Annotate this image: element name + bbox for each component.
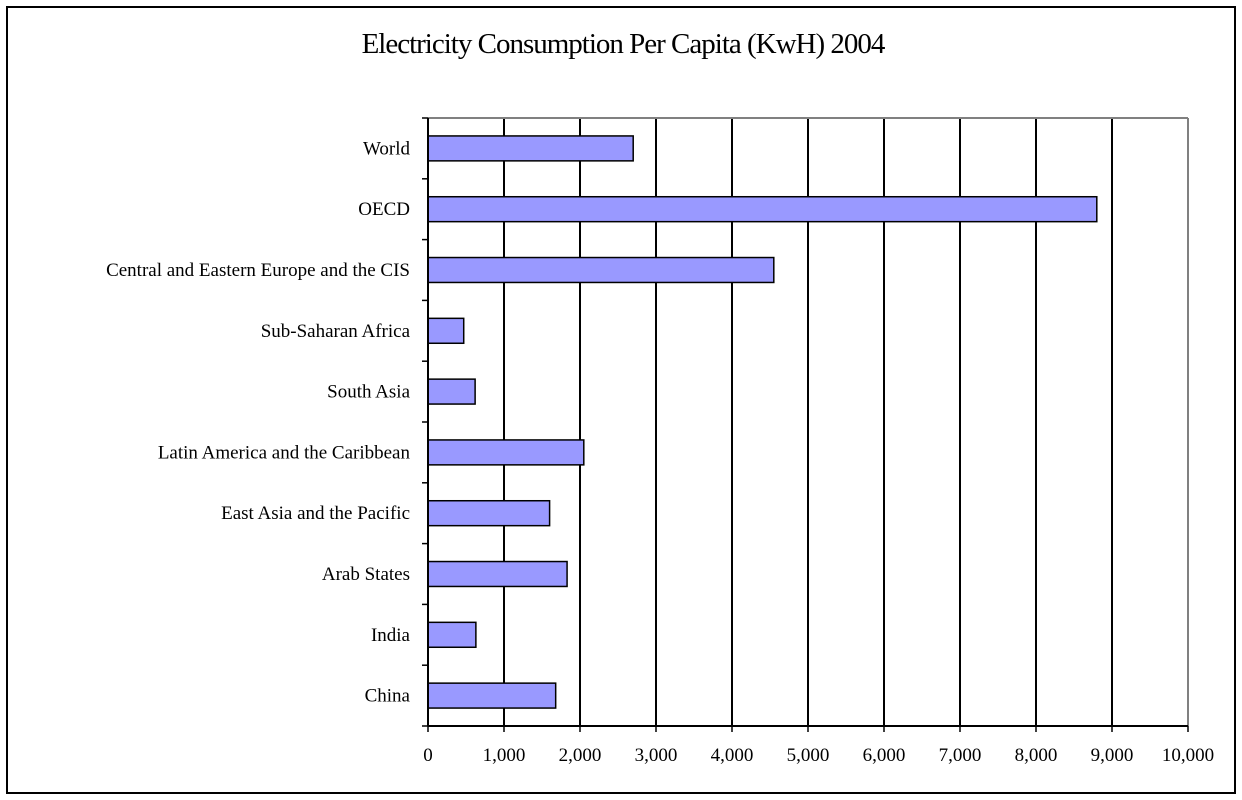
labels: 0 1,000 2,000 3,000 4,000 5,000 6,000 7,000 8,00… (106, 138, 1214, 766)
x-tick-label: 7,000 (939, 745, 982, 766)
bar (428, 683, 556, 708)
x-tick-label: 10,000 (1162, 745, 1214, 766)
bar (428, 622, 476, 647)
bar (428, 501, 550, 526)
x-tick-label: 5,000 (787, 745, 830, 766)
x-tick-label: 8,000 (1015, 745, 1058, 766)
bars (428, 136, 1097, 708)
x-tick-label: 0 (423, 745, 433, 766)
x-tick-label: 2,000 (559, 745, 602, 766)
category-label: World (363, 138, 411, 159)
x-tick-label: 1,000 (483, 745, 526, 766)
bar (428, 379, 475, 404)
x-tick-label: 3,000 (635, 745, 678, 766)
x-tick-label: 4,000 (711, 745, 754, 766)
bar (428, 440, 584, 465)
category-label: OECD (358, 199, 410, 220)
category-label: India (371, 625, 411, 646)
category-label: Central and Eastern Europe and the CIS (106, 260, 410, 281)
category-label: Sub-Saharan Africa (261, 321, 411, 342)
bar (428, 318, 464, 343)
bar (428, 197, 1097, 222)
category-label: China (365, 686, 411, 707)
x-tick-label: 9,000 (1091, 745, 1134, 766)
bar (428, 258, 774, 283)
category-label: South Asia (327, 382, 410, 403)
x-tick-label: 6,000 (863, 745, 906, 766)
category-label: Arab States (322, 564, 410, 585)
category-label: East Asia and the Pacific (221, 503, 410, 524)
bar (428, 136, 633, 161)
bar (428, 562, 567, 587)
category-label: Latin America and the Caribbean (158, 442, 411, 463)
